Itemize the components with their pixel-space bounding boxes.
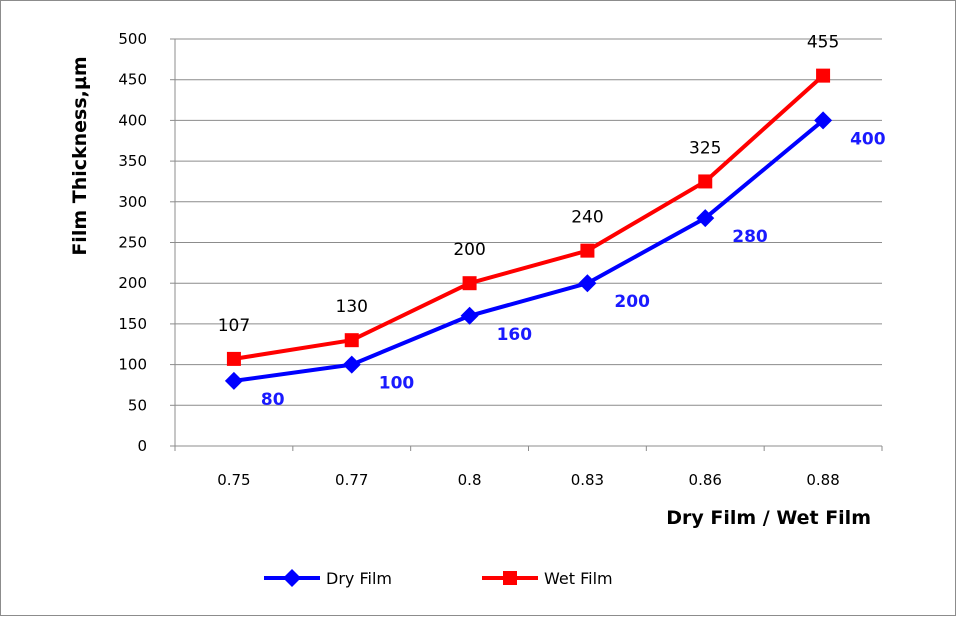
y-tick-label: 50: [128, 396, 147, 414]
series-line-wet-film: [233, 74, 825, 361]
y-tick-label: 200: [118, 274, 147, 292]
data-label: 160: [497, 325, 533, 345]
y-tick-label: 400: [118, 111, 147, 129]
legend-marker: [283, 569, 301, 587]
y-tick-labels: 0 50 100 150 200 250 300 350 400 450 500: [118, 30, 147, 455]
x-tick-label: 0.77: [335, 471, 368, 489]
legend-label: Wet Film: [544, 569, 613, 588]
series-lines: [224, 68, 833, 390]
data-labels: 80 100 160 200 280 400 107 130 200 240 325 455: [218, 33, 886, 410]
data-label: 200: [453, 240, 485, 260]
data-point: [698, 174, 713, 189]
legend: Dry Film Wet Film: [264, 569, 613, 588]
x-tick-label: 0.88: [806, 471, 839, 489]
x-tick-label: 0.86: [689, 471, 722, 489]
y-tick-label: 300: [118, 193, 147, 211]
data-label: 80: [261, 390, 285, 410]
data-point: [816, 68, 831, 83]
data-label: 455: [807, 33, 839, 53]
data-point: [814, 111, 833, 130]
data-point: [460, 306, 479, 325]
y-tick-label: 0: [137, 437, 147, 455]
data-label: 107: [218, 316, 250, 336]
gridlines: [170, 38, 883, 451]
x-tick-label: 0.83: [571, 471, 604, 489]
data-point: [578, 274, 597, 293]
y-tick-label: 250: [118, 234, 147, 252]
y-tick-label: 450: [118, 71, 147, 89]
y-axis-title: Film Thickness,µm: [69, 56, 91, 255]
x-axis-title: Dry Film / Wet Film: [666, 507, 871, 529]
data-point: [226, 351, 241, 366]
data-label: 280: [732, 227, 768, 247]
data-point: [696, 209, 715, 228]
data-point: [580, 243, 595, 258]
y-tick-label: 500: [118, 30, 147, 48]
series-line-dry-film: [233, 118, 825, 383]
data-label: 200: [614, 292, 650, 312]
data-point: [462, 276, 477, 291]
data-label: 130: [336, 297, 368, 317]
y-tick-label: 100: [118, 356, 147, 374]
data-label: 240: [571, 208, 603, 228]
data-point: [344, 333, 359, 348]
x-tick-label: 0.75: [217, 471, 250, 489]
data-label: 100: [379, 374, 415, 394]
y-tick-label: 350: [118, 152, 147, 170]
x-tick-labels: 0.75 0.77 0.8 0.83 0.86 0.88: [217, 471, 840, 489]
y-tick-label: 150: [118, 315, 147, 333]
x-tick-label: 0.8: [458, 471, 482, 489]
data-label: 400: [850, 129, 886, 149]
legend-label: Dry Film: [326, 569, 392, 588]
data-point: [342, 355, 361, 374]
data-point: [224, 371, 243, 390]
data-label: 325: [689, 138, 721, 158]
legend-marker: [503, 571, 517, 585]
